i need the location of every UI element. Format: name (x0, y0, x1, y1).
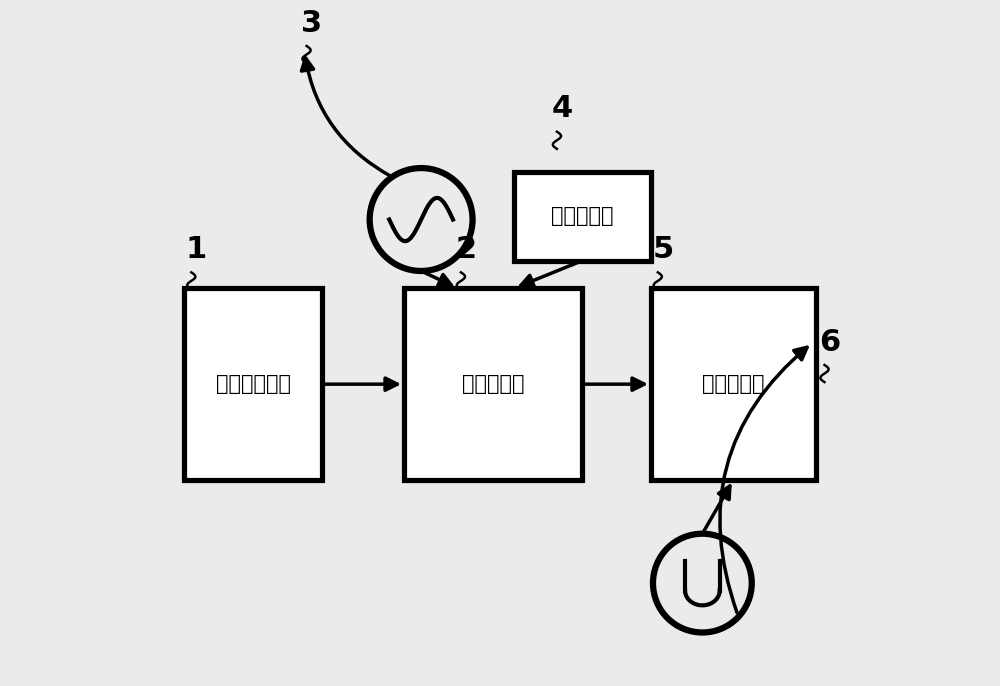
Bar (651, 288, 816, 480)
Text: 6: 6 (819, 328, 840, 357)
Text: 2: 2 (455, 235, 477, 264)
Text: 1: 1 (186, 235, 207, 264)
Text: 相位调制器: 相位调制器 (702, 374, 764, 394)
FancyArrowPatch shape (720, 347, 807, 613)
Bar (404, 288, 582, 480)
Text: 幅度调制器: 幅度调制器 (462, 374, 524, 394)
Text: 直流电压源: 直流电压源 (551, 206, 614, 226)
Text: 4: 4 (551, 95, 573, 123)
Bar (514, 172, 651, 261)
Bar (184, 288, 322, 480)
FancyArrowPatch shape (301, 58, 390, 176)
Text: 3: 3 (301, 9, 322, 38)
Text: 单纵模激光器: 单纵模激光器 (216, 374, 291, 394)
Text: 5: 5 (652, 235, 674, 264)
